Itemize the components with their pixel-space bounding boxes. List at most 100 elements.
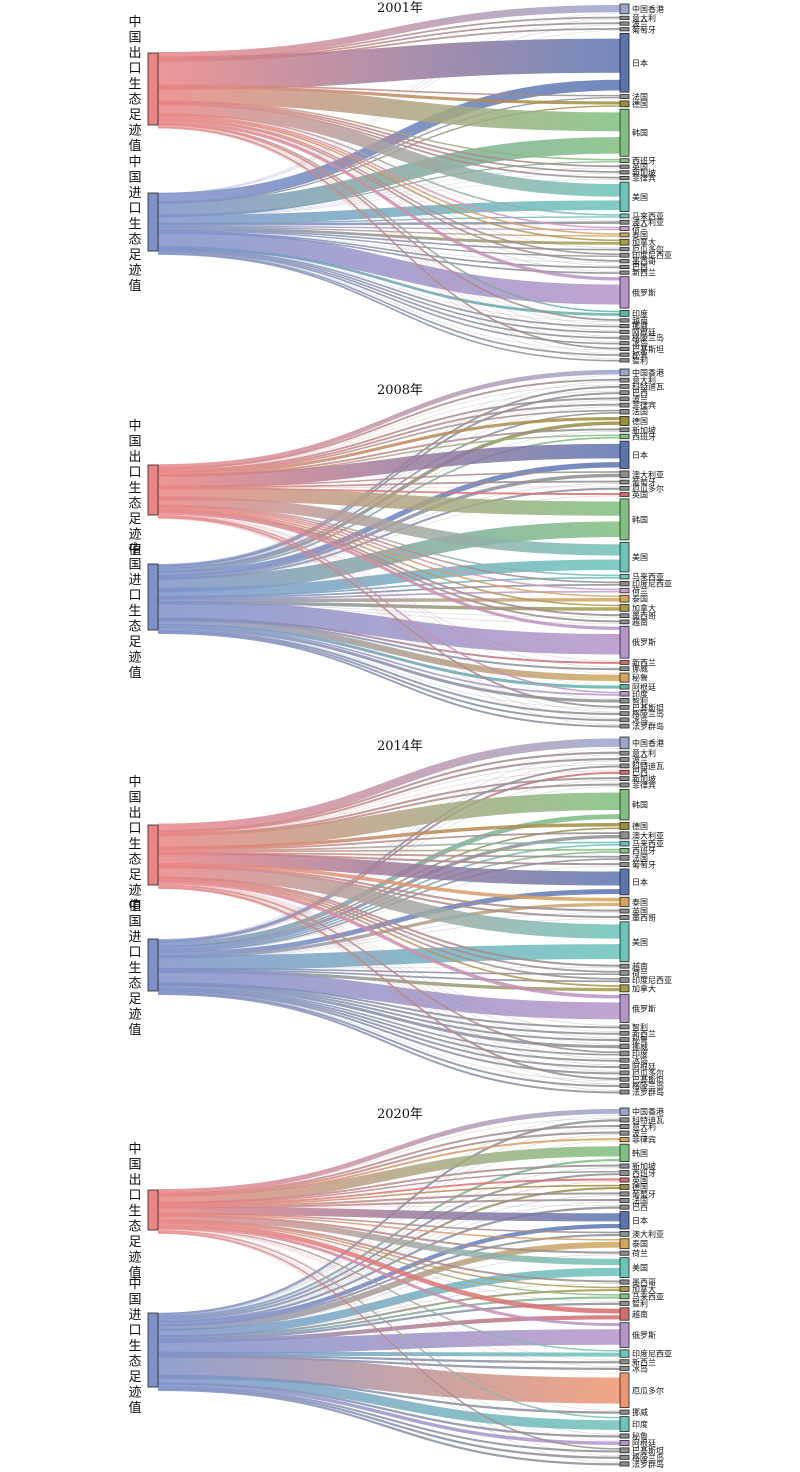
import-flow [157,1241,621,1331]
partner-label: 法罗群岛 [632,721,664,731]
partner-node [619,750,630,756]
partner-node [619,963,630,969]
import-flow [157,983,621,1035]
export-flow [157,369,621,469]
partner-label: 新加坡 [632,425,656,435]
partner-node [619,993,630,1023]
import-flow [157,1388,621,1466]
export-flow [157,1212,621,1234]
partner-node [619,329,630,334]
partner-node [619,862,630,867]
export-flow [157,880,621,999]
import-flow [157,630,621,722]
partner-node [619,409,630,415]
import-flow [157,765,621,942]
export-flow [157,514,621,674]
export-flow [157,865,621,939]
import-flow [157,559,621,599]
partner-node [619,170,630,175]
partner-node [619,984,630,993]
partner-label: 中国香港 [632,738,664,748]
import-flow [157,1267,621,1337]
import-flow [157,1296,621,1339]
partner-label: 中国香港 [632,4,664,14]
partner-node [619,470,630,479]
partner-label: 波兰 [632,394,648,404]
partner-label: 科特迪瓦 [632,761,664,771]
import-label: 中国进口生态足迹值 [128,542,141,681]
import-flow [157,1329,621,1355]
partner-label: 马来西亚 [632,840,664,849]
import-flow [157,991,621,1088]
import-flow [157,385,621,567]
partner-label: 澳大利亚 [632,1229,664,1239]
import-node [147,938,159,992]
partner-node [619,433,630,440]
export-flow [157,125,621,326]
partner-label: 智利 [632,1022,648,1032]
partner-label: 印度尼西亚 [632,579,672,589]
export-flow [157,120,621,267]
partner-label: 荷兰 [632,586,648,596]
export-flow [157,409,621,473]
partner-node [619,396,630,402]
export-flow [157,384,621,470]
export-node [147,824,159,886]
import-flow [157,462,621,577]
partner-node [619,232,630,238]
export-flow [157,515,621,694]
export-flow [157,508,621,607]
export-flow [157,1170,621,1205]
partner-label: 格陵兰岛 [632,1081,664,1091]
partner-label: 新西兰 [632,1028,656,1038]
partner-label: 西班牙 [632,431,656,441]
import-flow [157,629,621,716]
partner-label: 葡萄牙 [632,860,656,870]
import-flow [157,253,621,362]
export-flow [157,102,621,173]
partner-node [619,1372,630,1409]
export-flow [157,117,621,249]
import-flow [157,229,621,251]
partner-node [619,619,630,625]
partner-node [619,164,630,169]
import-flow [157,249,621,334]
partner-node [619,736,630,750]
partner-label: 德国 [632,821,648,831]
partner-node [619,181,630,212]
partner-node [619,94,630,99]
export-flow [157,1225,621,1327]
export-flow [157,848,621,853]
partner-node [619,1076,630,1082]
import-flow [157,245,621,316]
export-flow [157,120,621,281]
import-flow [157,989,621,1069]
export-flow [157,443,621,489]
partner-node [619,335,630,340]
partner-node [619,21,630,26]
partner-label: 菲律宾 [632,173,656,183]
export-flow [157,416,621,476]
partner-node [619,238,630,246]
partner-label: 新西兰 [632,657,656,667]
partner-node [619,213,630,219]
partner-node [619,1250,630,1256]
partner-node [619,310,630,317]
partner-node [619,1365,630,1371]
partner-label: 中国香港 [632,1107,664,1117]
import-flow [157,1351,621,1357]
partner-node [619,1433,630,1439]
partner-node [619,573,630,580]
partner-node [619,821,630,830]
partner-node [619,377,630,383]
partner-label: 韩国 [632,514,648,524]
partner-node [619,1089,630,1095]
export-flow [157,1206,621,1222]
export-flow [157,1231,621,1442]
import-flow [157,230,621,305]
partner-node [619,108,630,157]
partner-node [619,691,630,697]
partner-label: 波兰 [632,755,648,765]
